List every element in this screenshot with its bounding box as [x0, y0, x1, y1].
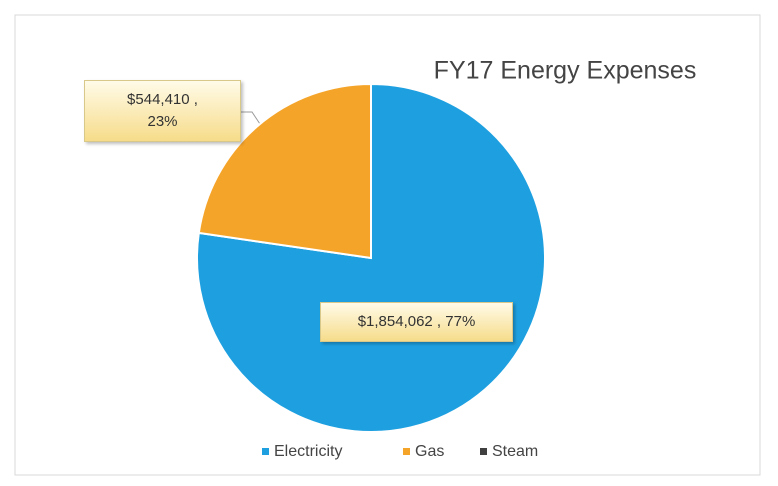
- legend-swatch: [403, 448, 410, 455]
- legend-swatch: [262, 448, 269, 455]
- legend-label: Steam: [492, 443, 538, 460]
- legend-label: Gas: [415, 443, 444, 460]
- legend-label: Electricity: [274, 443, 342, 460]
- pie-slice: [197, 82, 372, 260]
- leader-line: [241, 111, 263, 128]
- data-label: $1,854,062 , 77%: [320, 302, 513, 342]
- data-label: $544,410 , 23%: [84, 80, 241, 142]
- chart-title: FY17 Energy Expenses: [434, 57, 697, 85]
- legend-swatch: [480, 448, 487, 455]
